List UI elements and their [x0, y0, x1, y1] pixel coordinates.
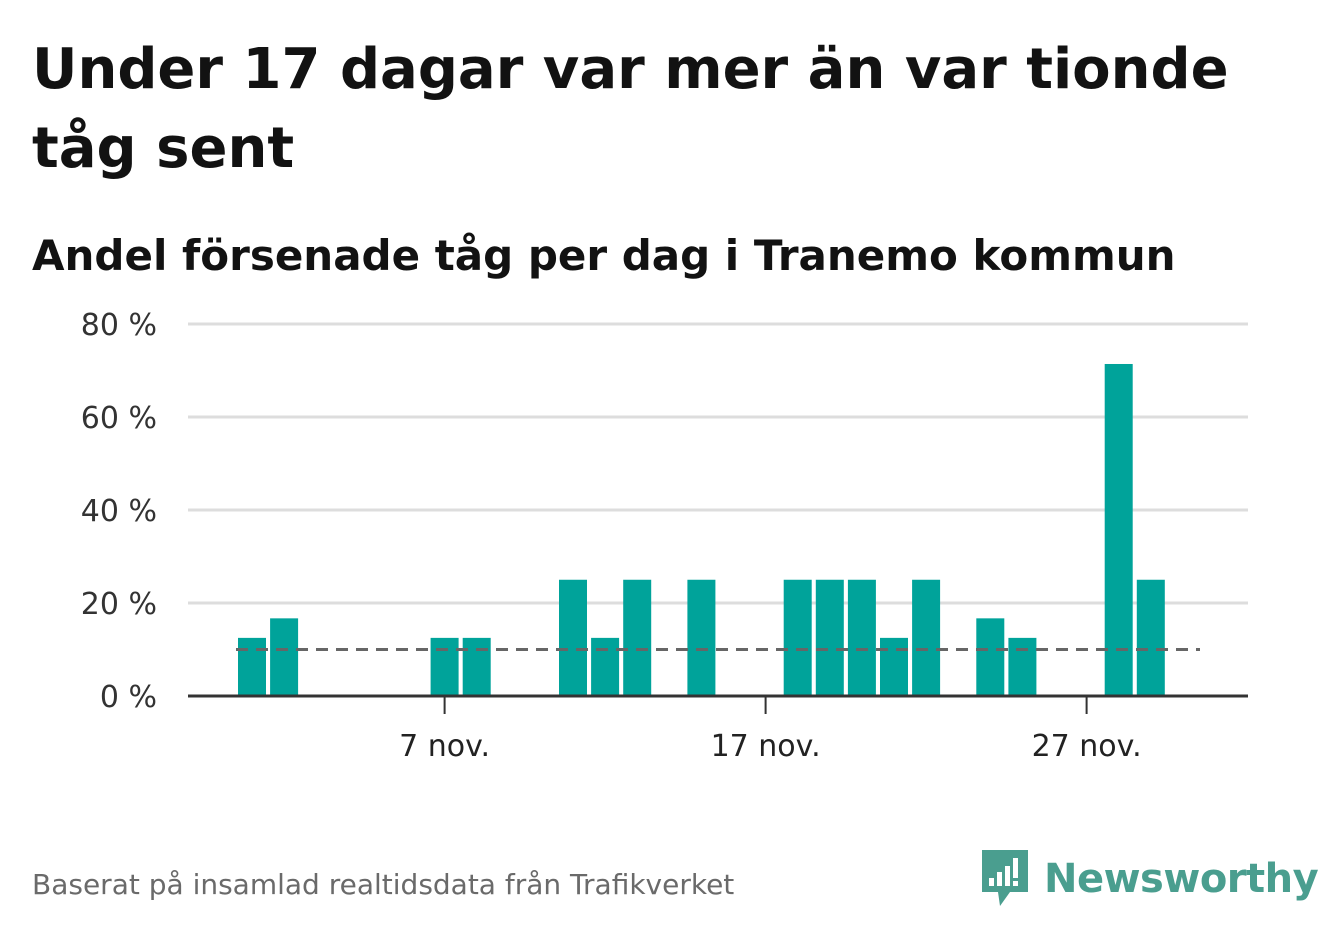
bar — [238, 637, 266, 696]
x-axis: 7 nov. 17 nov. 27 nov. — [188, 694, 1248, 764]
bar — [912, 579, 941, 696]
bar — [880, 637, 908, 696]
bar — [815, 579, 844, 696]
x-tick-label: 27 nov. — [1032, 729, 1142, 764]
bar — [430, 637, 459, 696]
bar — [976, 618, 1005, 696]
y-tick-label: 80 % — [81, 308, 157, 343]
bar — [1008, 637, 1037, 696]
y-axis-ticks: 0 % 20 % 40 % 60 % 80 % — [81, 308, 157, 715]
bar — [687, 579, 716, 696]
bar — [847, 579, 876, 696]
bar — [783, 579, 812, 696]
bar-chart: 0 % 20 % 40 % 60 % 80 % 7 nov. 17 nov. 27 nov. — [81, 308, 1248, 764]
y-tick-label: 60 % — [81, 401, 157, 436]
y-tick-label: 20 % — [81, 587, 157, 622]
x-tick-label: 17 nov. — [711, 729, 821, 764]
bar — [462, 637, 491, 696]
bar — [270, 618, 299, 696]
y-tick-label: 0 % — [100, 680, 157, 715]
y-tick-label: 40 % — [81, 494, 157, 529]
bar — [559, 579, 587, 696]
gridlines — [188, 322, 1248, 605]
bar — [1104, 363, 1133, 696]
chart-title: Under 17 dagar var mer än var tionde tåg… — [32, 37, 1229, 181]
brand-name: Newsworthy — [1044, 856, 1319, 902]
bar — [623, 579, 652, 696]
newsworthy-logo-icon — [982, 850, 1028, 906]
brand-logo: Newsworthy — [980, 848, 1319, 910]
bar — [591, 637, 620, 696]
x-tick-label: 7 nov. — [399, 729, 490, 764]
chart-subtitle: Andel försenade tåg per dag i Tranemo ko… — [32, 231, 1176, 280]
bar — [1136, 579, 1165, 696]
bars — [238, 363, 1165, 696]
source-note: Baserat på insamlad realtidsdata från Tr… — [32, 868, 735, 901]
